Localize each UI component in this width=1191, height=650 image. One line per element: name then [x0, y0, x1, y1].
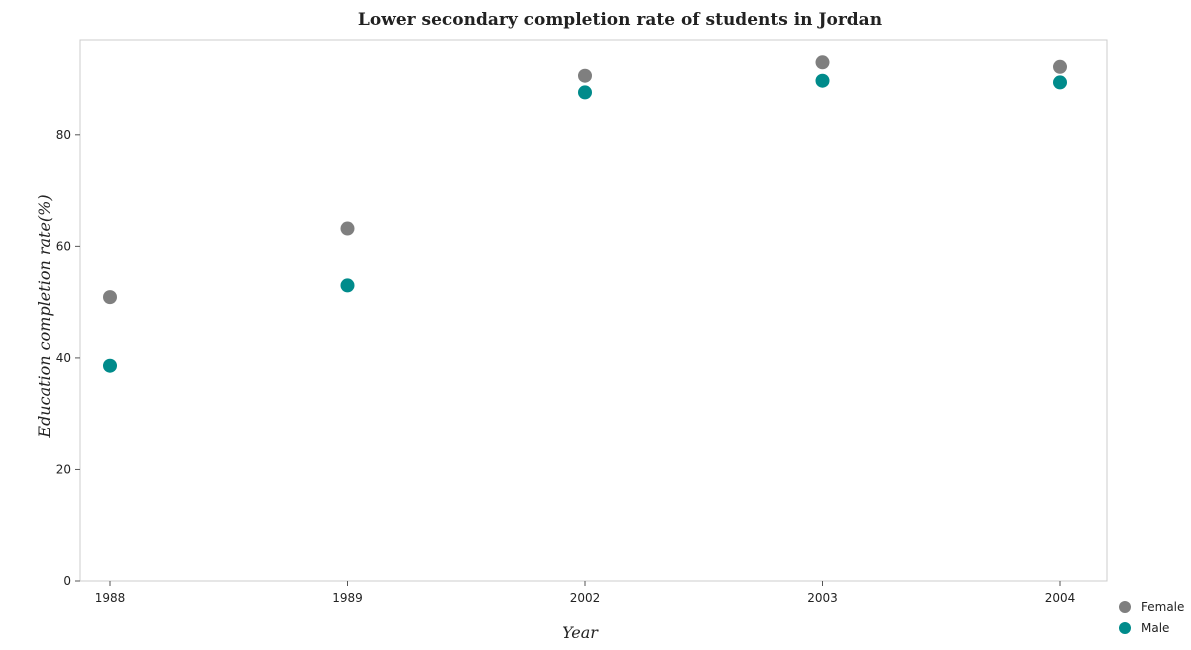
male-point: [103, 358, 117, 373]
female-point: [815, 55, 830, 70]
legend-label-male: Male: [1141, 621, 1169, 635]
female-point: [1053, 59, 1067, 74]
male-point: [578, 85, 592, 100]
x-tick-label: 2002: [570, 591, 601, 605]
female-point: [103, 290, 117, 305]
y-axis-label: Education completion rate(%): [35, 194, 54, 438]
x-tick-label: 1989: [332, 591, 363, 605]
chart-title: Lower secondary completion rate of stude…: [358, 10, 882, 30]
y-tick-label: 0: [63, 574, 71, 588]
plot-area: [79, 39, 1108, 582]
legend: Female Male: [1119, 600, 1184, 635]
x-tick-label: 2004: [1045, 591, 1076, 605]
male-point: [1053, 75, 1067, 90]
x-tick-label: 1988: [95, 591, 126, 605]
x-axis: 1988 1989 2002 2003 2004: [95, 581, 1076, 605]
data-points: [103, 55, 1067, 373]
male-point: [340, 278, 355, 293]
y-axis: 0 20 40 60 80: [56, 128, 80, 588]
x-axis-label: Year: [562, 623, 599, 642]
female-point: [578, 68, 592, 83]
y-tick-label: 80: [56, 128, 71, 142]
y-tick-label: 40: [56, 351, 71, 365]
legend-marker-male: [1119, 622, 1131, 634]
y-tick-label: 20: [56, 462, 71, 476]
legend-label-female: Female: [1141, 600, 1184, 614]
legend-marker-female: [1119, 601, 1131, 613]
x-tick-label: 2003: [807, 591, 838, 605]
y-tick-label: 60: [56, 239, 71, 253]
female-point: [340, 221, 355, 236]
male-point: [815, 73, 830, 88]
